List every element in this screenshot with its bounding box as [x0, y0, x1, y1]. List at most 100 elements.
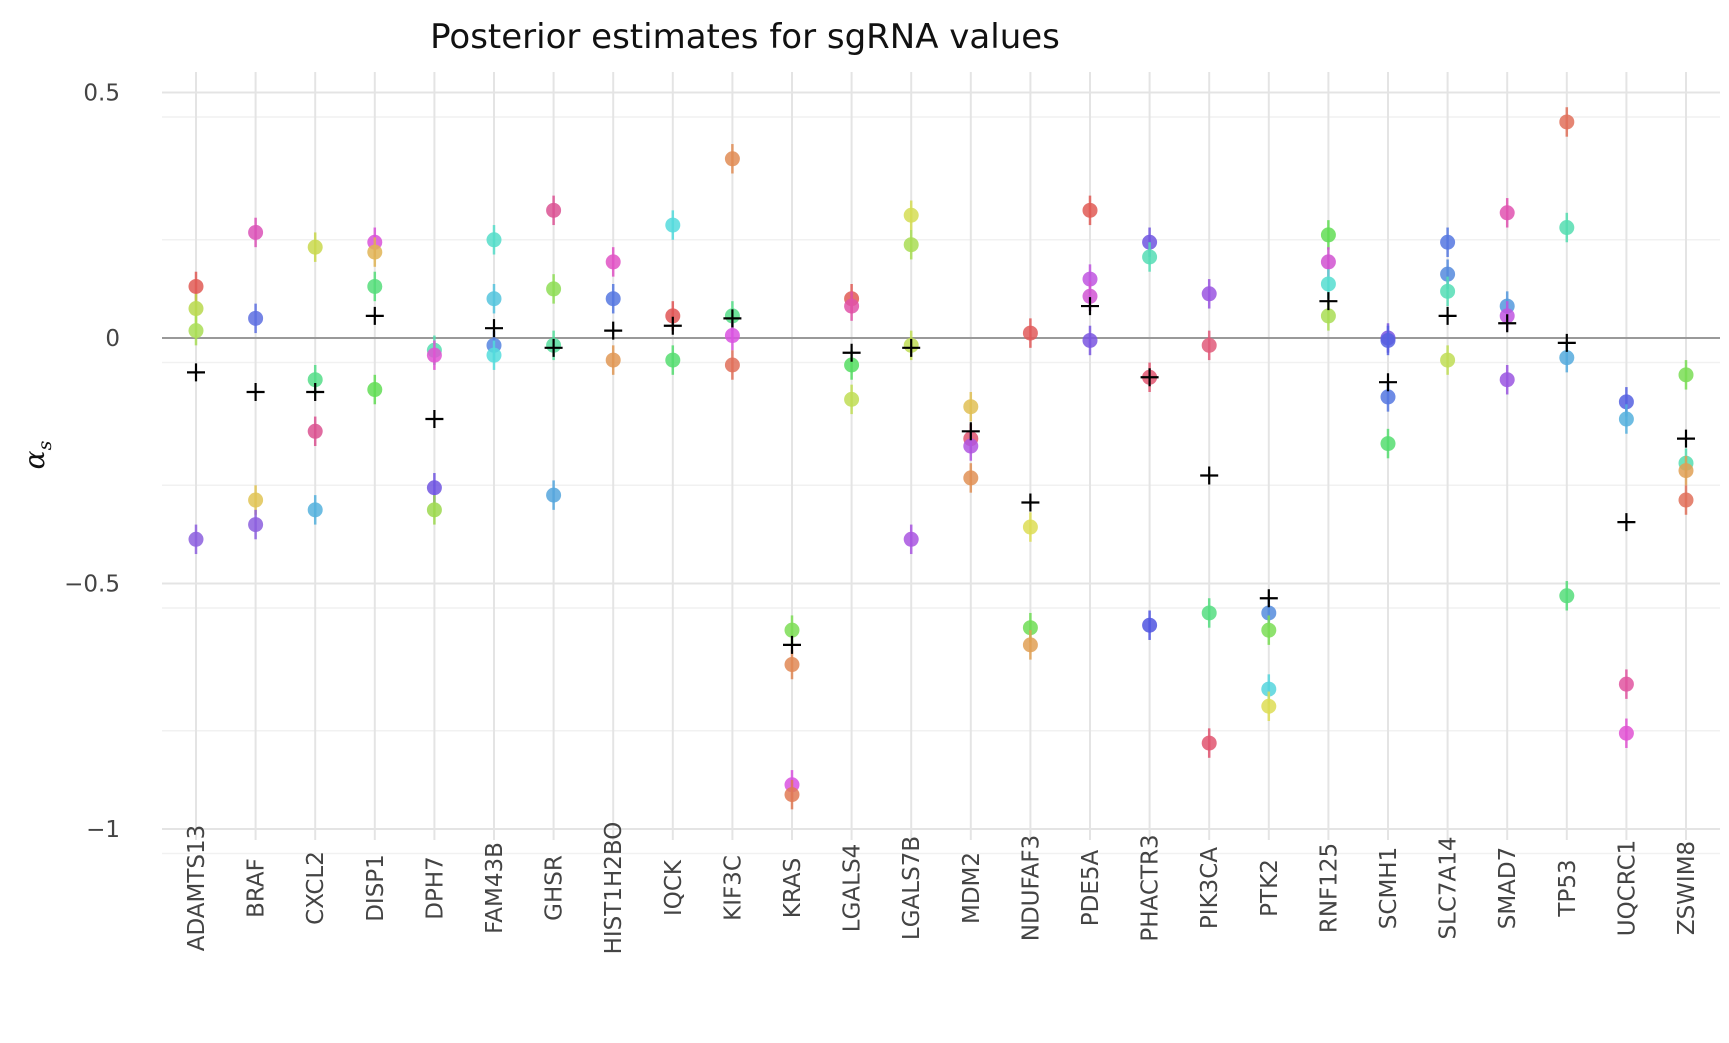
sgrna-point [546, 487, 562, 503]
gene-mean-marker [1557, 333, 1576, 352]
sgrna-point [248, 224, 264, 240]
gene-mean-marker [544, 338, 563, 357]
sgrna-point [1320, 254, 1336, 270]
sgrna-point [426, 347, 442, 363]
sgrna-point [844, 298, 860, 314]
sgrna-point [665, 217, 681, 233]
sgrna-point [1559, 588, 1575, 604]
x-tick-label: SCMH1 [1376, 847, 1402, 929]
sgrna-point [1678, 463, 1694, 479]
gene-mean-marker [187, 363, 205, 382]
x-tick-label: TP53 [1555, 859, 1581, 917]
sgrna-point [1201, 605, 1217, 621]
gene-mean-marker [1081, 297, 1099, 316]
x-tick-label: SMAD7 [1495, 847, 1521, 930]
sgrna-point [1380, 436, 1396, 452]
sgrna-point [1320, 276, 1336, 292]
sgrna-point [784, 787, 800, 803]
x-tick-label: IQCK [661, 859, 687, 916]
y-ticks: 0.5 0 −0.5 −1 [64, 81, 120, 844]
gene-mean-marker [723, 309, 742, 328]
x-tick-label: HIST1H2BO [601, 822, 627, 955]
chart-title: Posterior estimates for sgRNA values [430, 17, 1060, 57]
gene-mean-marker [485, 319, 503, 338]
gene-mean-marker [961, 422, 980, 441]
sgrna-point [903, 237, 919, 253]
sgrna-point [1261, 681, 1277, 697]
x-tick-label: NDUFAF3 [1018, 835, 1044, 941]
sgrna-point [188, 301, 204, 317]
sgrna-point [1380, 332, 1396, 348]
gene-mean-marker [1021, 493, 1040, 512]
sgrna-point [1022, 519, 1038, 535]
y-tick-label: 0 [105, 326, 120, 352]
sgrna-point [903, 207, 919, 223]
sgrna-point [367, 278, 383, 294]
sgrna-point [724, 357, 740, 373]
y-axis-label: αs [18, 440, 56, 469]
x-ticks: ADAMTS13 BRAF CXCL2 DISP1 DPH7 FAM43B GHSR HIST… [184, 822, 1700, 955]
x-tick-label: MDM2 [959, 852, 985, 924]
sgrna-point [426, 502, 442, 518]
gene-mean-marker [1200, 466, 1219, 485]
sgrna-point [1618, 411, 1634, 427]
sgrna-point [844, 391, 860, 407]
gene-mean-marker [783, 635, 801, 654]
sgrna-point [1022, 325, 1038, 341]
sgrna-point [784, 657, 800, 673]
gene-mean-marker [1259, 589, 1278, 608]
gene-mean-marker [1319, 292, 1338, 311]
x-tick-label: CXCL2 [303, 851, 329, 925]
gene-mean-marker [663, 316, 682, 335]
y-axis-label-main: α [18, 450, 51, 469]
sgrna-point [1559, 350, 1575, 366]
sgrna-point [248, 492, 264, 508]
sgrna-point [1142, 617, 1158, 633]
gene-mean-marker [1438, 306, 1457, 325]
sgrna-point [486, 347, 502, 363]
gene-mean-marker [1140, 368, 1159, 387]
sgrna-point [1022, 637, 1038, 653]
sgrna-point [1440, 234, 1456, 250]
x-tick-label: KIF3C [720, 855, 746, 921]
x-tick-label: FAM43B [482, 842, 508, 934]
gene-mean-marker [1379, 373, 1397, 392]
sgrna-point [844, 357, 860, 373]
sgrna-point [665, 352, 681, 368]
sgrna-point [188, 323, 204, 339]
sgrna-point [1082, 271, 1098, 287]
sgrna-point [546, 281, 562, 297]
x-tick-label: RNF125 [1316, 843, 1342, 933]
x-tick-label: LGALS4 [840, 844, 866, 932]
sgrna-point [307, 239, 323, 255]
sgrna-point [188, 278, 204, 294]
y-tick-label: 0.5 [83, 81, 120, 107]
x-tick-label: DPH7 [422, 856, 448, 920]
sgrna-point [963, 438, 979, 454]
gene-mean-marker [902, 338, 921, 357]
gene-mean-marker [246, 383, 265, 402]
sgrna-point [1261, 605, 1277, 621]
x-tick-label: KRAS [780, 858, 806, 918]
sgrna-point [1440, 283, 1456, 299]
sgrna-point [1678, 492, 1694, 508]
x-tick-label: ADAMTS13 [184, 825, 210, 952]
sgrna-point [1142, 249, 1158, 265]
sgrna-point [605, 291, 621, 307]
grid [162, 72, 1720, 855]
sgrna-point [903, 531, 919, 547]
sgrna-point [1201, 337, 1217, 353]
sgrna-point [307, 423, 323, 439]
sgrna-point [1440, 266, 1456, 282]
gene-mean-marker [842, 343, 861, 362]
x-tick-label: DISP1 [363, 854, 389, 922]
sgrna-point [1320, 227, 1336, 243]
sgrna-point [1082, 332, 1098, 348]
gene-mean-marker [604, 321, 623, 340]
x-tick-label: PHACTR3 [1138, 834, 1164, 941]
sgrna-point [665, 308, 681, 324]
sgrna-point [1618, 394, 1634, 410]
y-tick-label: −0.5 [64, 572, 120, 598]
x-tick-label: BRAF [244, 858, 270, 918]
sgrna-point [1082, 202, 1098, 218]
